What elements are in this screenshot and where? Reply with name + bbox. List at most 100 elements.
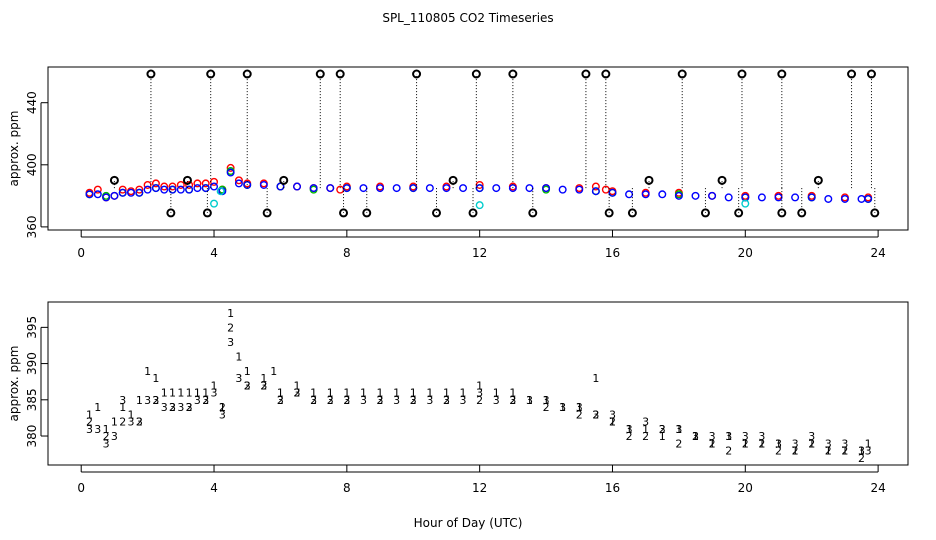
outlier-point bbox=[604, 208, 614, 218]
series-4-point bbox=[216, 187, 225, 196]
series-3-point: 3 bbox=[775, 437, 782, 450]
series-1-point: 1 bbox=[86, 408, 93, 421]
series-2-point: 2 bbox=[659, 423, 666, 436]
y-tick-label: 385 bbox=[25, 388, 39, 411]
series-3-point bbox=[160, 185, 169, 194]
x-tick-label: 0 bbox=[77, 481, 85, 495]
series-3-point bbox=[757, 193, 766, 202]
outlier-point bbox=[471, 69, 481, 79]
y-tick-label: 400 bbox=[25, 153, 39, 176]
series-3-point bbox=[625, 190, 634, 199]
series-1-point: 1 bbox=[277, 387, 284, 400]
series-3-point bbox=[791, 193, 800, 202]
series-3-point bbox=[210, 182, 219, 191]
series-3-point: 3 bbox=[592, 408, 599, 421]
outlier-point bbox=[700, 208, 710, 218]
series-3-point: 3 bbox=[792, 437, 799, 450]
series-1-point: 1 bbox=[393, 387, 400, 400]
series-1-point: 1 bbox=[144, 365, 151, 378]
series-1-point: 1 bbox=[642, 423, 649, 436]
outlier-point bbox=[847, 69, 857, 79]
series-1-point: 1 bbox=[410, 387, 417, 400]
x-tick-label: 16 bbox=[605, 246, 620, 260]
series-3-point: 3 bbox=[858, 445, 865, 458]
series-3-point: 3 bbox=[144, 394, 151, 407]
series-2-point: 2 bbox=[343, 394, 350, 407]
series-3-point bbox=[326, 184, 335, 193]
series-2-point: 2 bbox=[609, 416, 616, 429]
series-2-point: 2 bbox=[675, 437, 682, 450]
series-2-point: 2 bbox=[592, 408, 599, 421]
series-2-point: 2 bbox=[244, 379, 251, 392]
outlier-point bbox=[412, 69, 422, 79]
series-1-point bbox=[93, 185, 102, 194]
outlier-point bbox=[734, 208, 744, 218]
series-3-point bbox=[840, 194, 849, 203]
series-3-point: 3 bbox=[294, 387, 301, 400]
series-1-point: 1 bbox=[865, 437, 872, 450]
series-1-point: 1 bbox=[128, 408, 135, 421]
x-tick-label: 8 bbox=[343, 481, 351, 495]
series-1-point: 1 bbox=[493, 387, 500, 400]
outlier-point bbox=[581, 69, 591, 79]
figure-title: SPL_110805 CO2 Timeseries bbox=[382, 11, 553, 25]
series-3-point: 3 bbox=[460, 394, 467, 407]
outlier-point bbox=[866, 69, 876, 79]
series-3-point bbox=[234, 179, 243, 188]
series-1-point: 1 bbox=[476, 379, 483, 392]
series-3-point bbox=[201, 184, 210, 193]
outlier-point bbox=[339, 208, 349, 218]
series-3-point: 3 bbox=[609, 408, 616, 421]
series-3-point bbox=[259, 180, 268, 189]
series-3-point: 3 bbox=[825, 437, 832, 450]
series-1-point: 1 bbox=[227, 307, 234, 320]
series-2-point: 2 bbox=[709, 437, 716, 450]
outlier-point bbox=[797, 208, 807, 218]
series-1-point: 1 bbox=[592, 372, 599, 385]
series-1-point: 1 bbox=[742, 437, 749, 450]
series-1-point: 1 bbox=[825, 445, 832, 458]
series-3-point: 3 bbox=[202, 394, 209, 407]
series-1-point: 1 bbox=[758, 437, 765, 450]
series-2-point: 2 bbox=[858, 452, 865, 465]
x-tick-label: 0 bbox=[77, 246, 85, 260]
plot-frame bbox=[47, 66, 909, 231]
series-3-point: 3 bbox=[152, 394, 159, 407]
x-tick-label: 20 bbox=[738, 246, 753, 260]
series-2-point: 2 bbox=[186, 401, 193, 414]
series-1-point: 1 bbox=[626, 423, 633, 436]
series-2-point: 2 bbox=[825, 445, 832, 458]
series-1-point: 1 bbox=[152, 372, 159, 385]
series-1-point: 1 bbox=[443, 387, 450, 400]
series-3-point: 3 bbox=[675, 423, 682, 436]
series-1-point: 1 bbox=[675, 423, 682, 436]
series-3-point: 3 bbox=[576, 401, 583, 414]
series-1-point: 1 bbox=[377, 387, 384, 400]
series-3-point bbox=[658, 190, 667, 199]
series-2-point: 2 bbox=[543, 401, 550, 414]
series-3-point bbox=[185, 185, 194, 194]
series-3-point: 3 bbox=[277, 394, 284, 407]
outlier-point bbox=[508, 69, 518, 79]
series-3-point: 3 bbox=[443, 394, 450, 407]
series-3-point: 3 bbox=[310, 394, 317, 407]
series-3-point bbox=[376, 184, 385, 193]
series-3-point: 3 bbox=[211, 387, 218, 400]
outlier-point bbox=[206, 69, 216, 79]
series-3-point: 3 bbox=[393, 394, 400, 407]
outlier-point bbox=[166, 208, 176, 218]
series-2-point: 2 bbox=[377, 394, 384, 407]
series-1-point: 1 bbox=[343, 387, 350, 400]
x-tick-label: 16 bbox=[605, 481, 620, 495]
series-3-point: 3 bbox=[260, 379, 267, 392]
outlier-point bbox=[677, 69, 687, 79]
series-3-point bbox=[492, 184, 501, 193]
x-tick-label: 24 bbox=[870, 481, 885, 495]
x-tick-label: 24 bbox=[870, 246, 885, 260]
outlier-point bbox=[182, 175, 192, 185]
outlier-point bbox=[242, 69, 252, 79]
outlier-point bbox=[644, 175, 654, 185]
series-3-point: 3 bbox=[659, 423, 666, 436]
outlier-point bbox=[315, 69, 325, 79]
outlier-point bbox=[717, 175, 727, 185]
